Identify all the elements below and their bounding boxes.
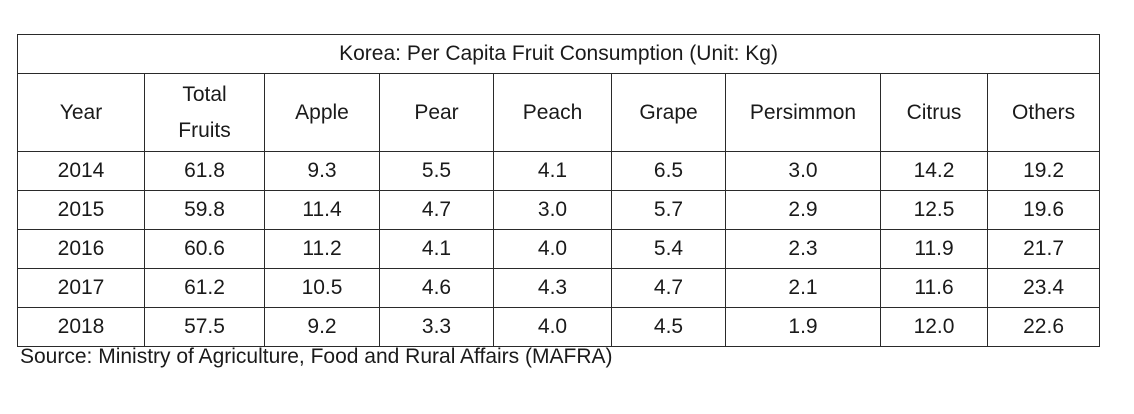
cell-persimmon: 3.0 <box>725 151 881 191</box>
cell-citrus: 11.6 <box>880 268 988 308</box>
cell-grape: 4.5 <box>611 307 726 347</box>
cell-persimmon: 2.1 <box>725 268 881 308</box>
cell-grape: 6.5 <box>611 151 726 191</box>
header-pear: Pear <box>379 73 494 152</box>
fruit-consumption-table: Korea: Per Capita Fruit Consumption (Uni… <box>16 34 1101 347</box>
cell-apple: 10.5 <box>264 268 380 308</box>
source-note: Source: Ministry of Agriculture, Food an… <box>20 345 613 368</box>
cell-citrus: 14.2 <box>880 151 988 191</box>
header-total-line1: Total <box>182 82 227 106</box>
table-body: 2014 61.8 9.3 5.5 4.1 6.5 3.0 14.2 19.2 2015 59.8 1… <box>17 151 1101 347</box>
table-row: 2018 57.5 9.2 3.3 4.0 4.5 1.9 12.0 22.6 <box>17 307 1101 347</box>
cell-peach: 3.0 <box>493 190 612 230</box>
cell-year: 2017 <box>17 268 145 308</box>
cell-pear: 4.6 <box>379 268 494 308</box>
cell-total-fruits: 60.6 <box>144 229 265 269</box>
cell-others: 19.6 <box>986 190 1101 230</box>
header-others: Others <box>986 73 1101 152</box>
cell-year: 2018 <box>17 307 145 347</box>
cell-others: 22.6 <box>986 307 1101 347</box>
cell-citrus: 12.0 <box>880 307 988 347</box>
header-grape: Grape <box>611 73 726 152</box>
cell-pear: 4.1 <box>379 229 494 269</box>
cell-citrus: 12.5 <box>880 190 988 230</box>
cell-total-fruits: 57.5 <box>144 307 265 347</box>
table-header-row: Year Total Fruits Apple Pear Peach Grape… <box>17 73 1101 152</box>
cell-total-fruits: 59.8 <box>144 190 265 230</box>
cell-peach: 4.1 <box>493 151 612 191</box>
cell-others: 21.7 <box>986 229 1101 269</box>
cell-persimmon: 1.9 <box>725 307 881 347</box>
table-row: 2014 61.8 9.3 5.5 4.1 6.5 3.0 14.2 19.2 <box>17 151 1101 191</box>
table-title: Korea: Per Capita Fruit Consumption (Uni… <box>16 34 1101 74</box>
header-persimmon: Persimmon <box>725 73 881 152</box>
header-total-fruits: Total Fruits <box>144 73 265 152</box>
cell-grape: 5.4 <box>611 229 726 269</box>
cell-year: 2016 <box>17 229 145 269</box>
cell-others: 23.4 <box>986 268 1101 308</box>
cell-peach: 4.3 <box>493 268 612 308</box>
cell-grape: 5.7 <box>611 190 726 230</box>
cell-persimmon: 2.3 <box>725 229 881 269</box>
header-apple: Apple <box>264 73 380 152</box>
cell-pear: 4.7 <box>379 190 494 230</box>
cell-year: 2014 <box>17 151 145 191</box>
cell-peach: 4.0 <box>493 229 612 269</box>
cell-grape: 4.7 <box>611 268 726 308</box>
header-citrus: Citrus <box>880 73 988 152</box>
cell-apple: 11.4 <box>264 190 380 230</box>
cell-year: 2015 <box>17 190 145 230</box>
table-title-row: Korea: Per Capita Fruit Consumption (Uni… <box>16 34 1101 74</box>
cell-apple: 9.2 <box>264 307 380 347</box>
header-peach: Peach <box>493 73 612 152</box>
header-year: Year <box>17 73 145 152</box>
cell-others: 19.2 <box>986 151 1101 191</box>
cell-persimmon: 2.9 <box>725 190 881 230</box>
cell-pear: 5.5 <box>379 151 494 191</box>
cell-pear: 3.3 <box>379 307 494 347</box>
table-row: 2016 60.6 11.2 4.1 4.0 5.4 2.3 11.9 21.7 <box>17 229 1101 269</box>
table-row: 2015 59.8 11.4 4.7 3.0 5.7 2.9 12.5 19.6 <box>17 190 1101 230</box>
fruit-consumption-table-container: Korea: Per Capita Fruit Consumption (Uni… <box>16 34 1101 347</box>
header-total-line2: Fruits <box>178 118 231 142</box>
cell-apple: 11.2 <box>264 229 380 269</box>
cell-apple: 9.3 <box>264 151 380 191</box>
cell-citrus: 11.9 <box>880 229 988 269</box>
cell-total-fruits: 61.8 <box>144 151 265 191</box>
cell-total-fruits: 61.2 <box>144 268 265 308</box>
table-row: 2017 61.2 10.5 4.6 4.3 4.7 2.1 11.6 23.4 <box>17 268 1101 308</box>
cell-peach: 4.0 <box>493 307 612 347</box>
